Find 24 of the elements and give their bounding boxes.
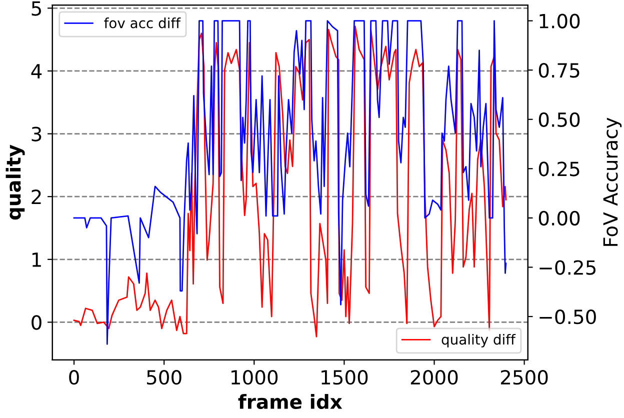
x-tick-label: 2500: [500, 370, 548, 385]
x-tick-label: 2000: [410, 370, 458, 385]
y-axis-title: quality: [6, 144, 25, 220]
y2-axis-title: FoV Accuracy: [603, 118, 622, 246]
legend-label: quality diff: [442, 334, 516, 348]
y2-tick-label: 1.00: [540, 14, 580, 28]
y-tick-label: 5: [32, 1, 41, 16]
y2-tick-label: 0.25: [538, 162, 580, 176]
y2-tick-label: −0.50: [540, 309, 596, 324]
y-tick-label: 4: [31, 64, 42, 78]
legend-label: fov acc diff: [104, 18, 181, 28]
y-tick-label: 0: [32, 315, 42, 330]
y2-tick-label: 0.50: [538, 112, 580, 128]
x-tick-label: 1500: [322, 370, 368, 385]
y2-tick-label: 0.75: [538, 63, 580, 78]
y2-tick-label: −0.25: [540, 260, 596, 275]
x-tick-label: 0: [69, 370, 79, 385]
y-tick-label: 2: [32, 190, 41, 204]
x-tick-label: 1000: [232, 370, 278, 385]
y-tick-label: 3: [32, 126, 42, 142]
x-tick-label: 500: [147, 370, 182, 385]
y2-tick-label: 0.00: [538, 210, 580, 226]
x-axis-title: frame idx: [238, 394, 342, 410]
y-tick-label: 1: [32, 252, 41, 267]
